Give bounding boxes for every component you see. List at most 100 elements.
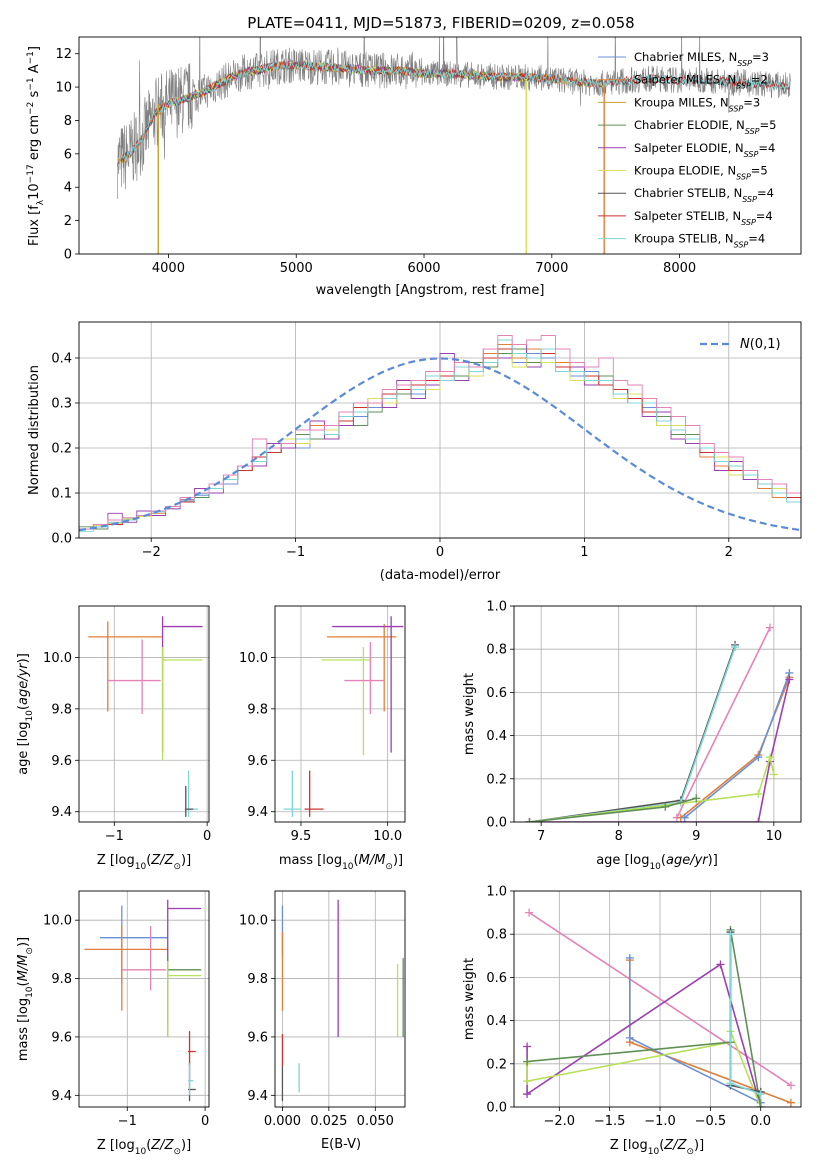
histogram-step-line: [79, 335, 801, 530]
y-tick-label: 0.8: [486, 643, 507, 658]
y-tick-label: 9.6: [247, 1030, 268, 1045]
x-tick-label: −1.5: [594, 1114, 626, 1129]
legend-entry: Chabrier ELODIE, NSSP=5: [634, 118, 776, 136]
y-axis-label: mass [log10(M/M⊙)]: [16, 937, 35, 1061]
y-tick-label: 0.2: [51, 442, 72, 457]
x-tick-label: −1: [105, 829, 124, 844]
y-tick-label: 9.4: [247, 805, 268, 820]
chart-weight-vs-Z: −2.0 −1.5 −1.0 −0.5 0.0 0.0 0.2 0.4 0.6 0.8 1.0 mas…: [462, 885, 802, 1157]
y-tick-label: 2: [64, 214, 72, 229]
weight-point-marker: [625, 953, 634, 962]
weight-point-marker: [661, 802, 670, 811]
x-tick-label: 0: [436, 545, 444, 560]
axes-frame: [78, 321, 802, 539]
y-tick-label: 0.0: [486, 816, 507, 831]
axes-frame: [78, 36, 802, 255]
weight-point-marker: [625, 1033, 634, 1042]
y-tick-label: 9.8: [247, 702, 268, 717]
x-tick-label: −1: [286, 545, 305, 560]
plot-area: [525, 623, 794, 822]
weight-point-marker: [692, 794, 701, 803]
x-tick-label: 4000: [152, 261, 185, 276]
weight-point-marker: [680, 813, 689, 822]
legend-entry: Salpeter ELODIE, NSSP=4: [634, 141, 775, 159]
y-tick-label: 0.4: [486, 729, 507, 744]
x-axis-label: Z [log10(Z/Z⊙)]: [610, 1138, 704, 1157]
legend-entry: Kroupa MILES, NSSP=3: [634, 95, 760, 113]
weight-series-line: [527, 929, 762, 1107]
weight-point-marker: [523, 1042, 532, 1051]
chart-weight-vs-age: 7 8 9 10 0.0 0.2 0.4 0.6 0.8 1.0 mass weight age [l…: [462, 600, 802, 872]
y-tick-label: 1.0: [486, 885, 507, 900]
weight-point-marker: [786, 1081, 795, 1090]
axes-frame: [274, 890, 406, 1108]
x-tick-label: 6000: [407, 261, 440, 276]
plot-area: [523, 908, 795, 1107]
plot-area: [281, 899, 404, 1102]
y-tick-label: 0.0: [51, 532, 72, 547]
y-tick-label: 4: [64, 181, 72, 196]
axes-frame: [513, 605, 802, 823]
x-tick-label: 1: [580, 545, 588, 560]
histogram-step-line: [79, 344, 801, 530]
gaussian-curve: [79, 357, 801, 532]
weight-point-marker: [785, 675, 794, 684]
weight-series-line: [529, 679, 791, 822]
y-tick-label: 9.6: [247, 754, 268, 769]
weight-point-marker: [525, 908, 534, 917]
y-tick-label: 0.8: [486, 928, 507, 943]
x-tick-label: 0: [201, 1114, 209, 1129]
y-axis-label: Flux [fλ10−17 erg cm−2 s−1 A−1]: [26, 46, 46, 246]
legend-entry: Salpeter MILES, NSSP=2: [634, 73, 768, 91]
chart-mass-vs-ebv: 0.000 0.025 0.050 9.4 9.6 9.8 10.0 E(B-V): [239, 890, 406, 1152]
x-axis-label: (data-model)/error: [380, 568, 501, 583]
y-tick-label: 9.6: [51, 1030, 72, 1045]
weight-point-marker: [726, 930, 735, 939]
y-tick-label: 10.0: [43, 651, 72, 666]
chart-mass-vs-Z: −1 0 9.4 9.6 9.8 10.0 Z [log10(Z/Z⊙)] mass [log…: [16, 890, 210, 1157]
plot-area: [283, 616, 404, 817]
y-tick-label: 0.4: [486, 1014, 507, 1029]
plot-area: [116, 37, 791, 254]
legend-entry: Chabrier STELIB, NSSP=4: [634, 186, 774, 204]
weight-point-marker: [786, 1098, 795, 1107]
weight-point-marker: [756, 1103, 765, 1107]
y-tick-label: 1.0: [486, 600, 507, 615]
plot-area: [79, 335, 801, 532]
y-tick-label: 0.0: [486, 1101, 507, 1116]
x-tick-label: 0.025: [310, 1114, 347, 1129]
y-tick-label: 9.4: [51, 805, 72, 820]
legend-entry: Salpeter STELIB, NSSP=4: [634, 209, 773, 227]
y-tick-label: 9.8: [247, 972, 268, 987]
weight-point-marker: [731, 643, 740, 652]
x-tick-label: −2: [142, 545, 161, 560]
x-tick-label: 7000: [535, 261, 568, 276]
model-line-kroupa_stelib: [116, 60, 791, 167]
plot-area: [88, 616, 203, 817]
legend-entry: Kroupa ELODIE, NSSP=5: [634, 164, 768, 182]
chart-residuals: −2 −1 0 1 2 0.0 0.1 0.2 0.3 0.4 N(0,1) (data-model)…: [27, 321, 802, 583]
y-tick-label: 9.4: [247, 1089, 268, 1104]
y-tick-label: 12: [55, 47, 72, 62]
weight-point-marker: [754, 789, 763, 798]
y-tick-label: 9.8: [51, 972, 72, 987]
x-tick-label: 8000: [663, 261, 696, 276]
weight-point-marker: [523, 1077, 532, 1086]
weight-point-marker: [523, 1057, 532, 1066]
y-tick-label: 0.1: [51, 487, 72, 502]
figure-title: PLATE=0411, MJD=51873, FIBERID=0209, z=0…: [247, 14, 634, 32]
y-axis-label: mass weight: [462, 673, 477, 755]
weight-series-line: [529, 754, 775, 822]
y-tick-label: 10.0: [43, 914, 72, 929]
y-tick-label: 0.6: [486, 971, 507, 986]
x-axis-label: age [log10(age/yr)]: [596, 853, 718, 872]
x-axis-label: Z [log10(Z/Z⊙)]: [97, 1138, 191, 1157]
axes-frame: [78, 890, 210, 1108]
weight-point-marker: [523, 1090, 532, 1099]
weight-point-marker: [765, 753, 774, 762]
x-tick-label: 0.000: [264, 1114, 301, 1129]
weight-series-line: [676, 627, 771, 819]
y-tick-label: 9.4: [51, 1089, 72, 1104]
x-tick-label: 9: [692, 829, 700, 844]
